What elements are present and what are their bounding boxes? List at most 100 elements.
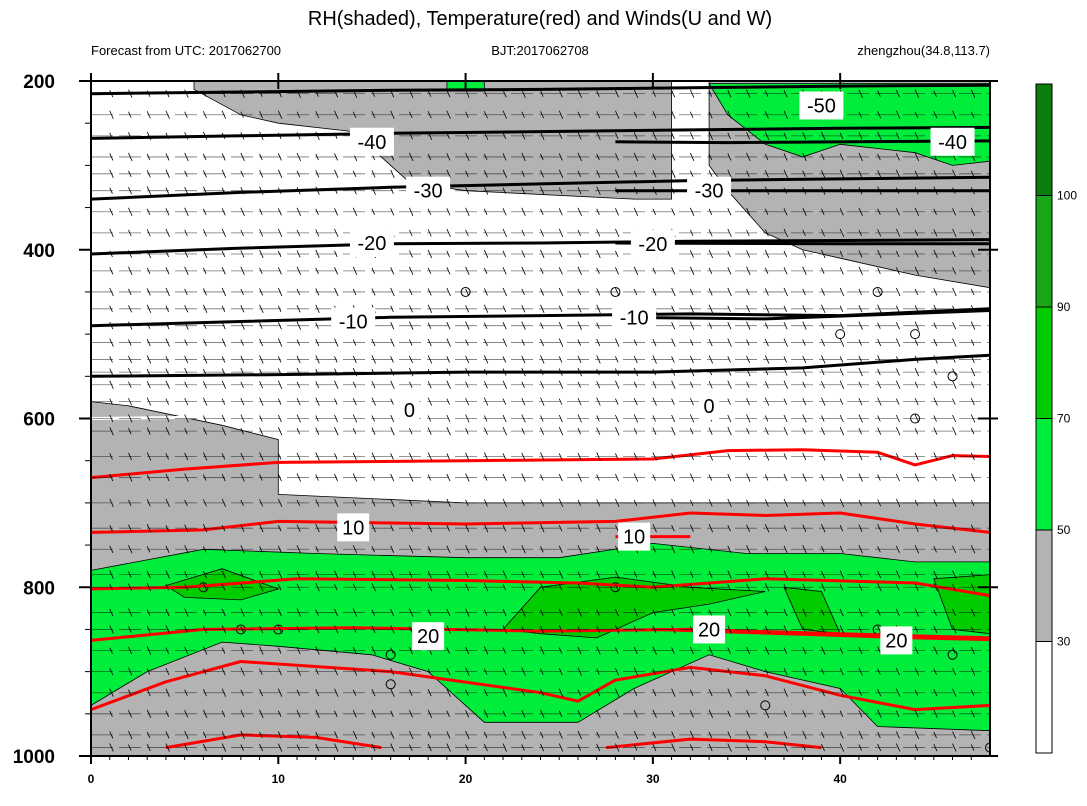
wind-barb xyxy=(109,132,113,140)
wind-barb xyxy=(483,609,488,616)
wind-barb xyxy=(895,208,900,216)
wind-barb xyxy=(296,473,301,482)
wind-barb xyxy=(764,322,769,329)
wind-barb xyxy=(221,208,226,216)
wind-barb xyxy=(596,304,601,313)
wind-barb xyxy=(933,397,938,406)
wind-barb xyxy=(128,689,132,696)
wind-barb xyxy=(558,688,564,697)
wind-barb xyxy=(764,170,769,178)
wind-barb xyxy=(502,132,507,140)
wind-barb xyxy=(352,355,357,364)
wind-barb xyxy=(783,710,788,717)
wind-barb xyxy=(371,170,376,178)
wind-barb xyxy=(296,730,301,740)
wind-barb xyxy=(128,367,133,377)
wind-barb xyxy=(877,709,882,718)
wind-barb xyxy=(109,525,113,532)
wind-barb xyxy=(839,453,844,460)
wind-barb xyxy=(409,646,413,655)
wind-barb xyxy=(390,647,394,654)
wind-barb xyxy=(146,415,151,422)
wind-barb xyxy=(465,367,470,377)
wind-barb xyxy=(334,688,339,697)
wind-barb xyxy=(184,250,189,258)
wind-barb xyxy=(165,132,169,140)
wind-barb xyxy=(783,667,788,676)
wind-barb xyxy=(446,169,451,178)
wind-barb xyxy=(446,667,451,676)
wind-barb xyxy=(165,710,169,717)
wind-barb xyxy=(465,187,470,195)
wind-barb xyxy=(371,743,376,752)
wind-barb xyxy=(895,667,900,676)
wind-barb xyxy=(146,368,151,376)
wind-barb xyxy=(821,474,825,481)
wind-barb xyxy=(465,321,470,330)
wind-barb xyxy=(708,90,713,97)
wind-barb xyxy=(933,743,938,752)
wind-barb xyxy=(895,414,900,423)
wind-barb xyxy=(109,187,113,194)
wind-barb xyxy=(146,229,151,237)
wind-barb xyxy=(502,267,507,275)
wind-barb xyxy=(689,170,694,177)
wind-barb xyxy=(783,608,788,617)
wind-barb xyxy=(858,524,863,532)
wind-barb xyxy=(409,381,413,388)
wind-barb xyxy=(446,710,450,717)
wind-barb xyxy=(821,646,826,655)
wind-barb xyxy=(502,414,507,423)
wind-barb xyxy=(877,267,881,275)
wind-barb xyxy=(483,381,488,389)
wind-barb xyxy=(259,90,263,97)
wind-barb xyxy=(633,667,639,676)
wind-barb xyxy=(502,208,507,216)
wind-barb xyxy=(502,667,507,676)
wind-barb xyxy=(708,709,714,718)
wind-barb xyxy=(371,186,376,195)
colorbar-tick-label: 90 xyxy=(1057,300,1071,314)
wind-barb xyxy=(259,499,264,507)
wind-barb xyxy=(146,646,152,655)
wind-barb xyxy=(764,452,770,461)
wind-barb xyxy=(558,453,563,460)
wind-barb xyxy=(203,499,207,507)
wind-barb xyxy=(821,709,826,718)
wind-barb xyxy=(952,743,957,752)
wind-barb xyxy=(521,524,526,532)
wind-barb xyxy=(727,525,731,532)
wind-barb xyxy=(203,249,208,259)
wind-barb xyxy=(577,626,582,633)
wind-barb xyxy=(671,584,675,591)
wind-barb xyxy=(877,381,882,389)
wind-barb xyxy=(802,397,807,406)
wind-barb xyxy=(877,229,882,237)
wind-barb xyxy=(221,356,226,363)
wind-barb xyxy=(821,452,826,461)
wind-barb xyxy=(652,131,657,141)
wind-barb xyxy=(821,689,825,697)
wind-barb xyxy=(259,743,264,752)
wind-barb xyxy=(577,339,582,346)
wind-barb xyxy=(802,250,807,258)
wind-barb xyxy=(615,545,619,553)
wind-barb xyxy=(933,583,938,592)
wind-barb xyxy=(352,571,357,578)
wind-barb xyxy=(933,474,937,481)
wind-barb xyxy=(184,132,189,140)
wind-barb xyxy=(615,453,619,460)
wind-barb xyxy=(970,355,975,364)
wind-barb xyxy=(558,398,563,405)
wind-barb xyxy=(952,453,956,460)
wind-barb xyxy=(596,338,601,347)
wind-barb xyxy=(184,499,188,507)
wind-barb xyxy=(502,688,508,697)
wind-barb xyxy=(296,89,301,98)
contour-label: -40 xyxy=(938,132,967,154)
wind-barb xyxy=(914,452,919,461)
wind-barb xyxy=(240,111,244,118)
wind-barb xyxy=(671,608,676,617)
wind-barb xyxy=(390,356,394,363)
wind-barb xyxy=(596,474,600,481)
